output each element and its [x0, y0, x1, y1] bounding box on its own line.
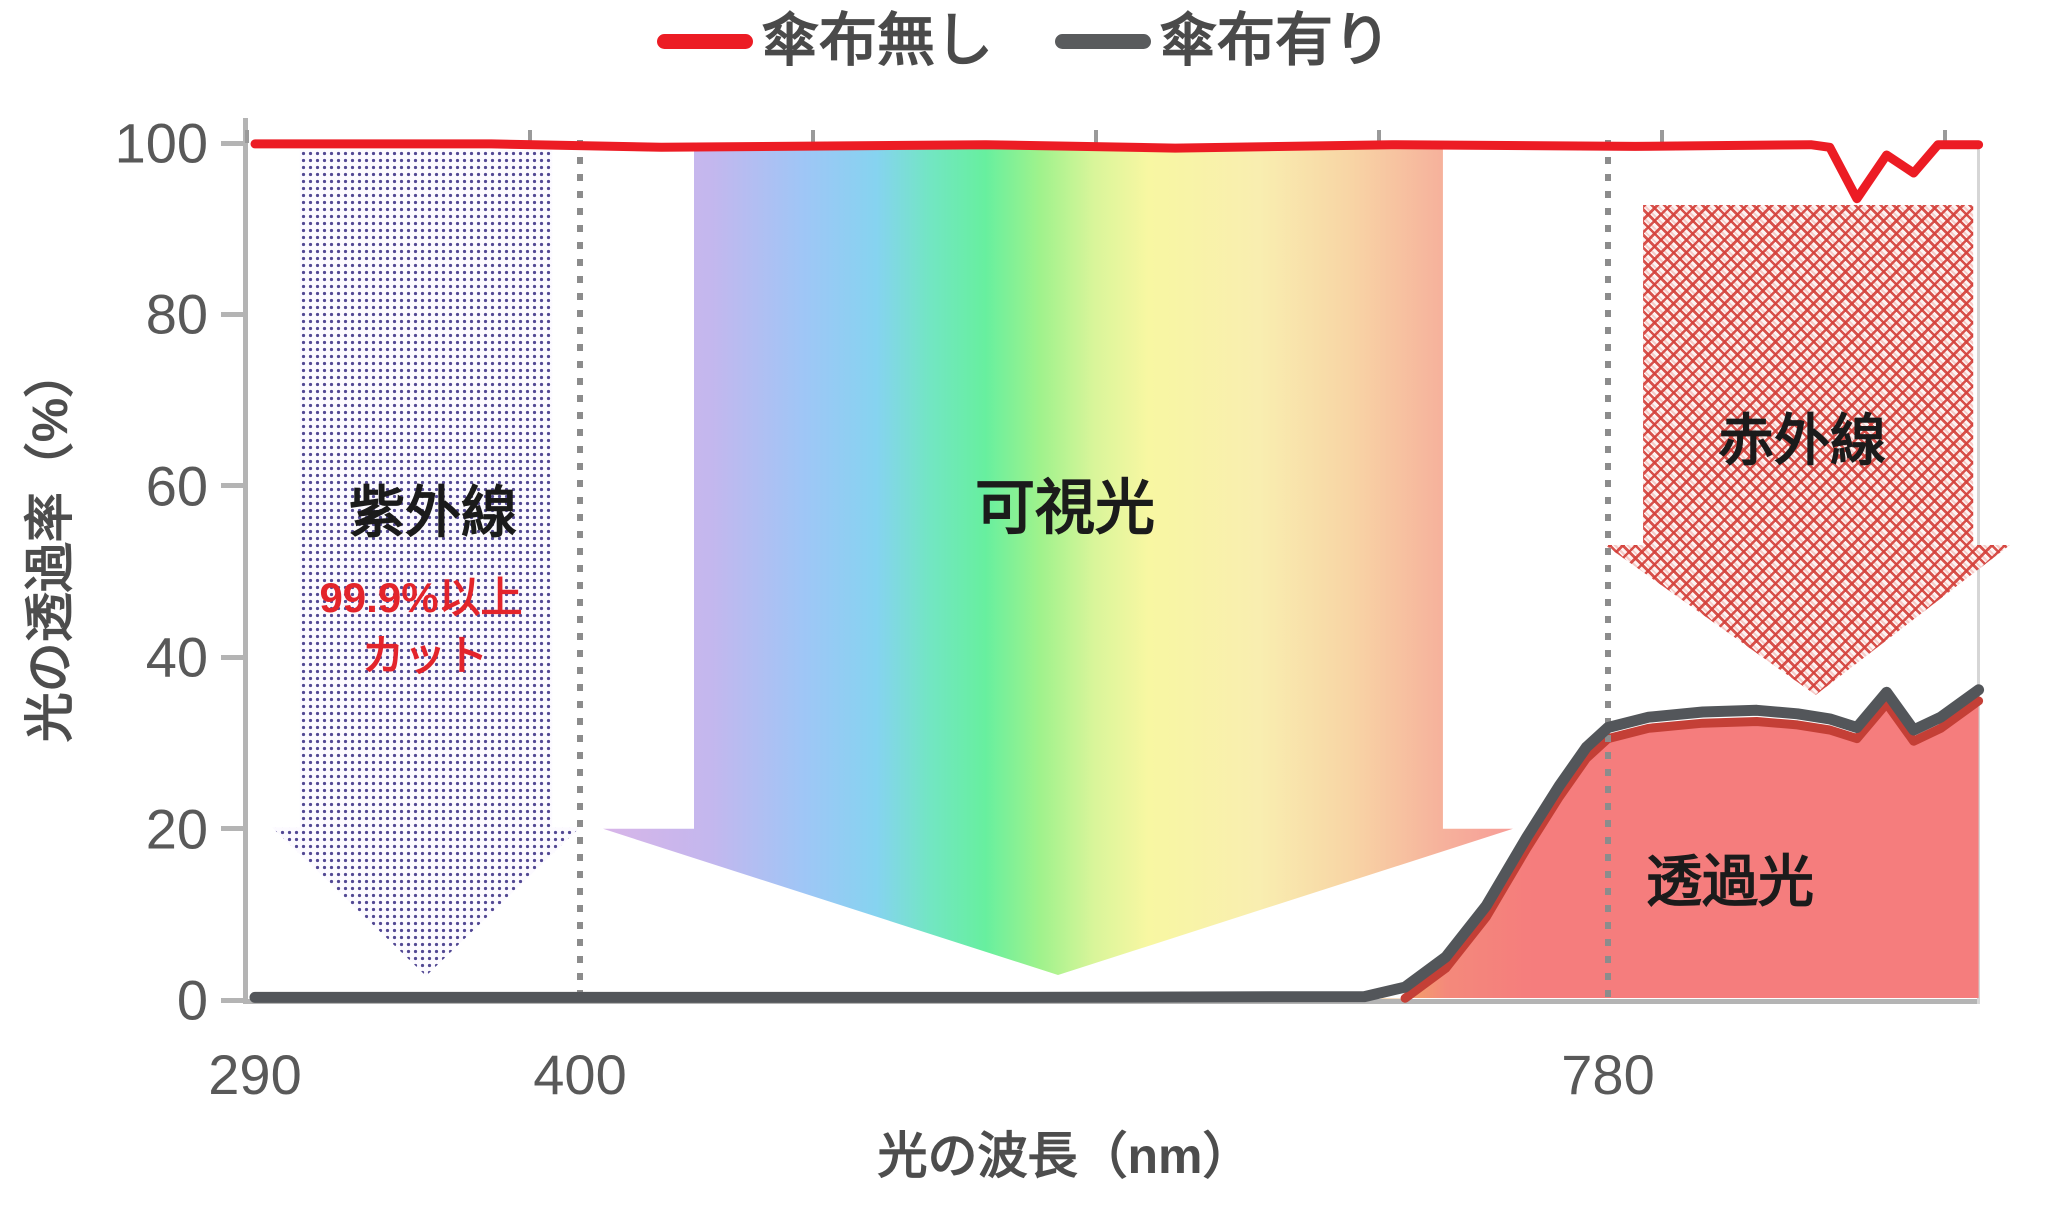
- red-line-swatch-icon: [656, 33, 753, 49]
- top-minor-tick: [811, 130, 815, 143]
- y-tick-label: 100: [114, 111, 208, 175]
- top-minor-tick: [1377, 130, 1381, 143]
- y-tick-label: 20: [145, 797, 208, 861]
- transmitted-light-area: [1364, 700, 1979, 999]
- top-minor-tick: [1660, 130, 1664, 143]
- uv-cut-text-line2: カット: [361, 631, 489, 679]
- y-tick-mark: [221, 311, 247, 317]
- gray-line-swatch-icon: [1055, 33, 1151, 49]
- legend-item-no-fabric: 傘布無し: [656, 8, 993, 73]
- y-tick-mark: [221, 997, 247, 1003]
- y-tick-label: 40: [145, 625, 208, 689]
- y-tick-mark: [221, 654, 247, 660]
- fill-top-edge: [1400, 696, 1984, 1003]
- legend-item-with-fabric: 傘布有り: [1055, 12, 1391, 70]
- visible-band-label: 可視光: [975, 474, 1155, 542]
- y-tick-mark: [221, 483, 247, 489]
- y-tick-label: 0: [176, 968, 208, 1032]
- y-tick-mark: [221, 140, 247, 146]
- boundary-line-780nm: [1605, 140, 1611, 1002]
- without-fabric-curve: [250, 139, 1984, 204]
- transmitted-light-label: 透過光: [1646, 849, 1814, 913]
- y-tick-label: 80: [145, 282, 208, 346]
- top-minor-tick: [528, 130, 532, 143]
- x-tick-label: 290: [208, 1043, 302, 1106]
- top-minor-tick: [1094, 130, 1098, 143]
- with-fabric-curve: [249, 684, 1985, 1003]
- uv-band-label: 紫外線: [349, 480, 517, 544]
- x-tick-label: 400: [533, 1043, 627, 1106]
- top-minor-tick: [1943, 130, 1947, 143]
- x-tick-label: 780: [1561, 1043, 1655, 1106]
- legend-label-no-fabric: 傘布無し: [760, 8, 993, 73]
- uv-band-arrow-icon: [272, 150, 580, 976]
- visible-band-arrow-icon: [603, 149, 1513, 975]
- x-axis-title: 光の波長（nm）: [877, 1128, 1253, 1184]
- legend-label-with-fabric: 傘布有り: [1159, 8, 1392, 73]
- uv-cut-text-line1: 99.9%以上: [319, 573, 523, 621]
- plot-right-border: [1977, 143, 1980, 1004]
- legend: 傘布無し 傘布有り: [0, 12, 2048, 70]
- infrared-band-label: 赤外線: [1718, 408, 1886, 472]
- y-axis-line: [243, 118, 248, 1004]
- boundary-line-400nm: [577, 140, 583, 1002]
- y-tick-label: 60: [145, 454, 208, 518]
- y-tick-mark: [221, 826, 247, 832]
- top-minor-tick: [245, 130, 249, 143]
